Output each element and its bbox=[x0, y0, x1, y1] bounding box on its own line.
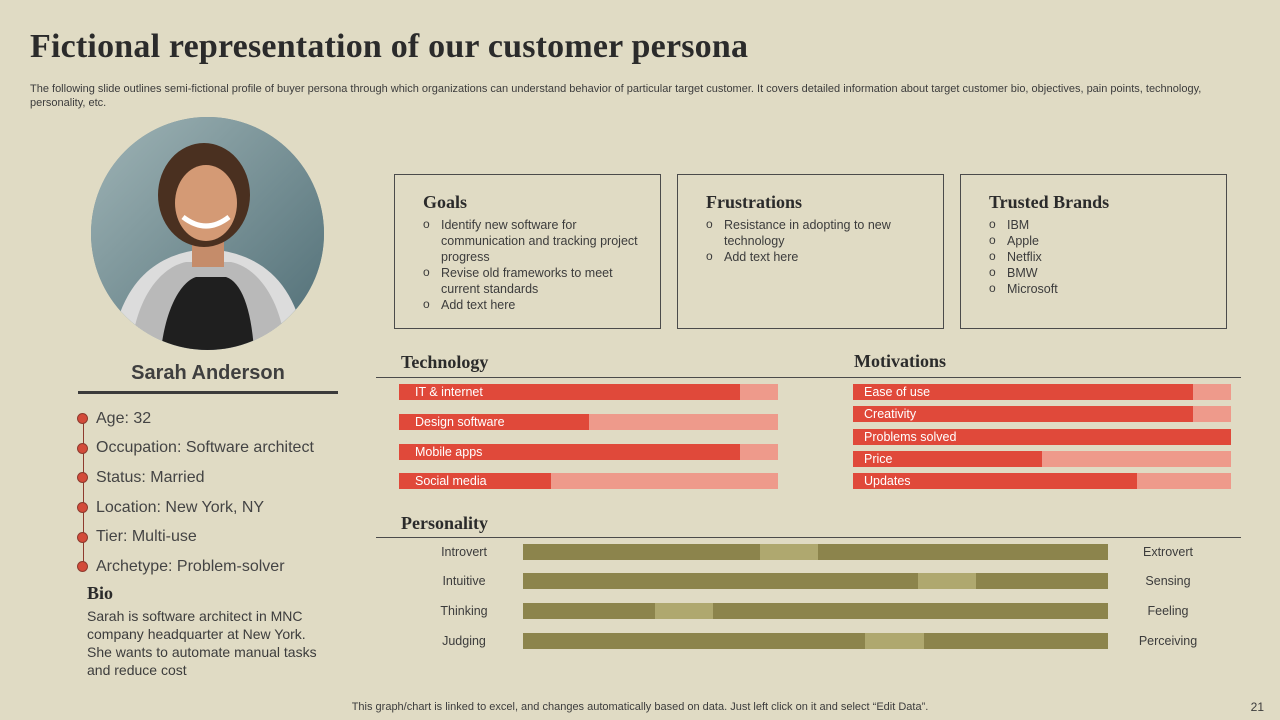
page-number: 21 bbox=[1250, 700, 1264, 714]
goal-item: Add text here bbox=[423, 296, 640, 313]
bar-label: Creativity bbox=[864, 407, 917, 421]
attribute-item: Archetype: Problem-solver bbox=[77, 552, 314, 582]
bar-label: Social media bbox=[415, 474, 487, 488]
motivations-heading: Motivations bbox=[854, 351, 946, 371]
footer-note: This graph/chart is linked to excel, and… bbox=[351, 701, 929, 713]
avatar bbox=[91, 117, 324, 350]
attribute-item: Location: New York, NY bbox=[77, 493, 314, 523]
bar-label: IT & internet bbox=[415, 385, 483, 399]
attribute-list: Age: 32 Occupation: Software architect S… bbox=[77, 404, 314, 582]
bar-label: Ease of use bbox=[864, 385, 931, 399]
goal-item: Revise old frameworks to meet current st… bbox=[423, 264, 640, 297]
bar-fill bbox=[853, 429, 1231, 445]
frustration-item: Resistance in adopting to new technology bbox=[706, 216, 923, 249]
frustration-item: Add text here bbox=[706, 248, 923, 265]
bar-label: Design software bbox=[415, 415, 505, 429]
brand-item: Netflix bbox=[989, 248, 1206, 265]
bullet-dot-icon bbox=[77, 413, 88, 425]
personality-right-label: Perceiving bbox=[1138, 634, 1198, 648]
bio-heading: Bio bbox=[87, 583, 114, 603]
personality-right-label: Sensing bbox=[1145, 574, 1191, 588]
technology-heading: Technology bbox=[401, 352, 489, 372]
section-divider bbox=[376, 537, 1241, 538]
attribute-item: Age: 32 bbox=[77, 404, 314, 434]
section-divider bbox=[376, 377, 1241, 378]
personality-left-label: Thinking bbox=[440, 604, 488, 618]
technology-bar: Design software bbox=[399, 414, 778, 430]
bar-fill bbox=[399, 414, 589, 430]
personality-track bbox=[523, 603, 1108, 619]
goals-heading: Goals bbox=[423, 192, 468, 212]
motivation-bar: Ease of use bbox=[853, 384, 1231, 400]
personality-left-label: Intuitive bbox=[442, 574, 486, 588]
attribute-timeline bbox=[83, 414, 84, 564]
technology-bar: Social media bbox=[399, 473, 778, 489]
brand-item: IBM bbox=[989, 216, 1206, 233]
personality-right-label: Feeling bbox=[1147, 604, 1189, 618]
frustrations-heading: Frustrations bbox=[706, 192, 802, 212]
motivation-bar: Price bbox=[853, 451, 1231, 467]
page-subtitle: The following slide outlines semi-fictio… bbox=[30, 83, 1202, 109]
bar-fill bbox=[853, 473, 1137, 489]
brand-item: BMW bbox=[989, 264, 1206, 281]
bar-fill bbox=[853, 406, 1194, 422]
brands-heading: Trusted Brands bbox=[989, 192, 1110, 212]
bar-label: Price bbox=[864, 452, 893, 466]
goal-item: Identify new software for communication … bbox=[423, 216, 640, 265]
personality-marker bbox=[865, 633, 924, 649]
personality-track bbox=[523, 633, 1108, 649]
attribute-item: Status: Married bbox=[77, 463, 314, 493]
bar-fill bbox=[399, 384, 741, 400]
bar-label: Mobile apps bbox=[415, 445, 483, 459]
goals-box: Goals Identify new software for communic… bbox=[394, 174, 661, 329]
bullet-dot-icon bbox=[77, 561, 88, 573]
bullet-dot-icon bbox=[77, 502, 88, 514]
frustrations-box: Frustrations Resistance in adopting to n… bbox=[677, 174, 944, 329]
bar-label: Problems solved bbox=[864, 430, 957, 444]
bio-text: Sarah is software architect in MNC compa… bbox=[87, 608, 317, 678]
technology-bar: IT & internet bbox=[399, 384, 778, 400]
personality-right-label: Extrovert bbox=[1142, 545, 1193, 559]
personality-heading: Personality bbox=[401, 513, 488, 533]
bar-label: Updates bbox=[864, 474, 911, 488]
technology-bar: Mobile apps bbox=[399, 444, 778, 460]
bullet-dot-icon bbox=[77, 472, 88, 484]
personality-left-label: Introvert bbox=[441, 545, 487, 559]
personality-track bbox=[523, 573, 1108, 589]
personality-left-label: Judging bbox=[442, 634, 486, 648]
attribute-item: Occupation: Software architect bbox=[77, 434, 314, 464]
brands-box: Trusted Brands IBM Apple Netflix BMW Mic… bbox=[960, 174, 1227, 329]
person-photo-icon bbox=[91, 117, 324, 350]
attribute-item: Tier: Multi-use bbox=[77, 522, 314, 552]
personality-track bbox=[523, 544, 1108, 560]
motivation-bar: Updates bbox=[853, 473, 1231, 489]
bar-fill bbox=[853, 384, 1194, 400]
bar-fill bbox=[399, 473, 551, 489]
motivation-bar: Creativity bbox=[853, 406, 1231, 422]
name-divider bbox=[78, 391, 338, 394]
motivation-bar: Problems solved bbox=[853, 429, 1231, 445]
persona-name: Sarah Anderson bbox=[131, 362, 285, 384]
page-title: Fictional representation of our customer… bbox=[30, 28, 749, 65]
bullet-dot-icon bbox=[77, 442, 88, 454]
brand-item: Apple bbox=[989, 232, 1206, 249]
personality-marker bbox=[654, 603, 714, 619]
bar-fill bbox=[853, 451, 1042, 467]
personality-marker bbox=[759, 544, 819, 560]
bullet-dot-icon bbox=[77, 531, 88, 543]
personality-marker bbox=[917, 573, 977, 589]
brand-item: Microsoft bbox=[989, 280, 1206, 297]
bar-fill bbox=[399, 444, 741, 460]
